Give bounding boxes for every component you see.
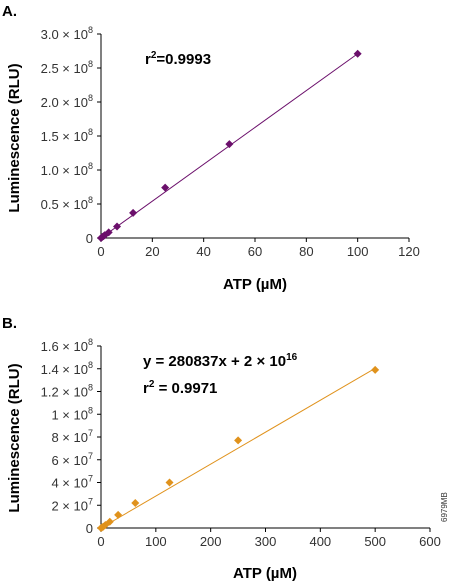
panel-a-r2-annotation: r2=0.9993 [145, 50, 211, 68]
panel-b-y-tick-label: 1.2 × 108 [41, 383, 93, 400]
panel-b-y-tick-label: 6 × 107 [51, 451, 93, 468]
figure-code: 6979MB [440, 492, 449, 522]
panel-b-y-tick-label: 1.4 × 108 [41, 360, 93, 377]
panel-b-x-ticks: 0 100 200 300 400 500 600 [97, 528, 441, 549]
panel-b-x-tick-label: 300 [255, 534, 277, 549]
panel-b-r2-annotation: r2 = 0.9971 [143, 379, 217, 397]
panel-a-y-axis-title: Luminescence (RLU) [6, 63, 23, 212]
panel-a-data-point [353, 49, 362, 58]
panel-b: B. 0 100 200 300 400 500 600 0 2 × 107 4 × 107 6 … [2, 315, 441, 582]
panel-b-data-point [105, 517, 114, 526]
panel-b-x-tick-label: 500 [364, 534, 386, 549]
panel-b-x-tick-label: 100 [145, 534, 167, 549]
panel-b-y-tick-label: 2 × 107 [51, 496, 93, 513]
panel-b-data-point [114, 510, 123, 519]
panel-b-y-tick-label: 4 × 107 [51, 474, 93, 491]
panel-b-y-tick-label: 1.6 × 108 [41, 337, 93, 354]
panel-a-x-tick-label: 80 [299, 244, 313, 259]
panel-a-y-tick-label: 3.0 × 108 [41, 25, 93, 42]
panel-b-label: B. [2, 315, 17, 332]
panel-b-points [97, 365, 380, 532]
panel-b-y-axis-title: Luminescence (RLU) [6, 363, 23, 512]
panel-b-x-axis-title: ATP (µM) [233, 565, 297, 582]
panel-b-x-tick-label: 400 [309, 534, 331, 549]
panel-a-x-tick-label: 60 [248, 244, 262, 259]
panel-a-x-ticks: 0 20 40 60 80 100 120 [97, 238, 420, 259]
panel-a: A. 0 20 40 60 80 100 120 0 0.5 × 108 1.0 × 108 1.… [2, 3, 420, 293]
panel-a-data-point [225, 140, 234, 149]
panel-a-y-tick-label: 1.0 × 108 [41, 161, 93, 178]
panel-a-x-tick-label: 0 [97, 244, 104, 259]
panel-b-y-tick-label: 8 × 107 [51, 428, 93, 445]
panel-b-x-tick-label: 0 [97, 534, 104, 549]
panel-b-x-tick-label: 600 [419, 534, 441, 549]
panel-a-y-tick-label: 2.5 × 108 [41, 59, 93, 76]
panel-a-y-ticks: 0 0.5 × 108 1.0 × 108 1.5 × 108 2.0 × 108 2.5… [41, 25, 101, 246]
panel-a-data-point [113, 222, 122, 231]
panel-a-y-tick-label: 0 [86, 231, 93, 246]
panel-a-y-tick-label: 0.5 × 108 [41, 195, 93, 212]
panel-a-data-point [161, 183, 170, 192]
panel-b-data-point [165, 478, 174, 487]
panel-a-x-tick-label: 100 [347, 244, 369, 259]
panel-a-x-tick-label: 20 [145, 244, 159, 259]
panel-a-y-tick-label: 2.0 × 108 [41, 93, 93, 110]
panel-b-equation-annotation: y = 280837x + 2 × 1016 [143, 352, 298, 370]
panel-a-y-tick-label: 1.5 × 108 [41, 127, 93, 144]
panel-b-y-ticks: 0 2 × 107 4 × 107 6 × 107 8 × 107 1 × 108 1.2 … [41, 337, 101, 536]
panel-b-data-point [234, 436, 243, 445]
panel-b-x-tick-label: 200 [200, 534, 222, 549]
panel-b-data-point [371, 365, 380, 374]
panel-a-label: A. [2, 3, 17, 20]
panel-a-data-point [104, 228, 113, 237]
panel-b-axes [100, 346, 430, 529]
panel-b-y-tick-label: 1 × 108 [51, 405, 93, 422]
panel-b-data-point [131, 498, 140, 507]
panel-a-data-point [129, 208, 138, 217]
panel-a-x-axis-title: ATP (µM) [223, 276, 287, 293]
panel-a-x-tick-label: 120 [398, 244, 420, 259]
panel-b-trendline [100, 367, 376, 529]
panel-a-points [97, 49, 362, 242]
panel-a-x-tick-label: 40 [196, 244, 210, 259]
panel-b-y-tick-label: 0 [86, 521, 93, 536]
